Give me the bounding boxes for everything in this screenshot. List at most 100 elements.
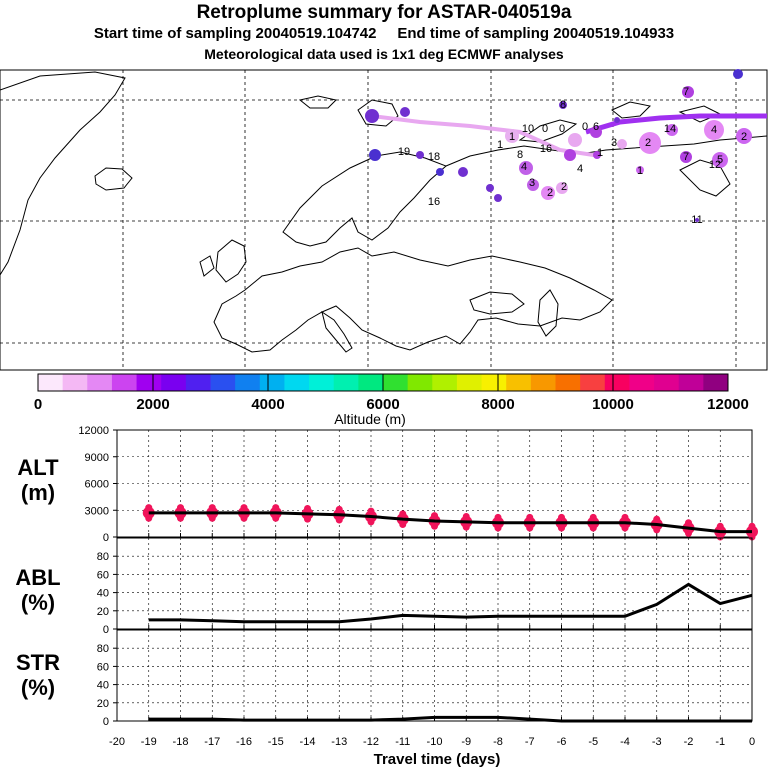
x-tick-label: -18 (173, 736, 189, 748)
plume-circle (416, 151, 424, 159)
plume-label: 7 (683, 86, 689, 98)
abl-y-tick-label: 60 (97, 569, 109, 581)
x-tick-label: -6 (557, 736, 567, 748)
plume-circle (680, 151, 692, 163)
plume-label: 1 (637, 165, 643, 177)
colorbar-swatch (530, 374, 556, 391)
plume-label: 0 (559, 123, 565, 135)
x-axis-title: Travel time (days) (374, 751, 501, 768)
plume-label: 4 (521, 161, 527, 173)
plume-circle (519, 161, 533, 175)
plume-circle (369, 149, 381, 161)
alt-data-point (526, 513, 534, 521)
alt-data-point (748, 522, 756, 530)
map-frame (0, 69, 768, 371)
abl-y-tick-label: 20 (97, 606, 109, 618)
x-tick-label: -14 (300, 736, 316, 748)
colorbar-swatch (87, 374, 113, 391)
iceland-coast (94, 167, 133, 191)
colorbar-swatch (284, 374, 310, 391)
colorbar-swatch (259, 374, 285, 391)
colorbar-swatch (210, 374, 236, 391)
colorbar-swatch (38, 374, 64, 391)
colorbar-tick-label: 4000 (251, 396, 284, 413)
alt-data-point (494, 513, 502, 521)
colorbar-swatch (481, 374, 507, 391)
abl-panel: 0 20 40 60 80 (97, 537, 753, 636)
x-tick-label: -17 (204, 736, 220, 748)
x-tick-label: -10 (427, 736, 443, 748)
x-tick-label: -4 (620, 736, 630, 748)
plume-circle (568, 133, 582, 147)
plume-label: 12 (709, 159, 721, 171)
alt-data-point (716, 522, 724, 530)
colorbar-title: Altitude (m) (334, 411, 406, 427)
plume-circle (695, 218, 699, 222)
plume-circle (682, 86, 694, 98)
plume-label: 6 (593, 121, 599, 133)
colorbar-swatch (580, 374, 606, 391)
meteorological-note: Meteorological data used is 1x1 deg ECMW… (204, 46, 564, 62)
colorbar-tick-label: 12000 (707, 396, 749, 413)
abl-y-tick-label: 0 (103, 624, 109, 636)
colorbar-tick-label: 8000 (481, 396, 514, 413)
plume-circle (556, 182, 568, 194)
colorbar-swatch (62, 374, 88, 391)
plume-circle (590, 126, 602, 138)
str-y-tick-label: 40 (97, 680, 109, 692)
alt-y-tick-label: 6000 (85, 479, 109, 491)
plume-label: 1 (497, 139, 503, 151)
colorbar-swatch (309, 374, 335, 391)
x-tick-label: -3 (652, 736, 662, 748)
plume-circle (559, 101, 567, 109)
plume-label: 7 (683, 151, 689, 163)
colorbar-swatch (407, 374, 433, 391)
plume-label: 1 (509, 131, 515, 143)
x-tick-label: -19 (141, 736, 157, 748)
colorbar-ticks: 0 2000 4000 6000 8000 10000 12000 (34, 374, 749, 413)
plume-circle (614, 117, 620, 123)
alt-label: ALT (17, 455, 59, 480)
colorbar-swatch (235, 374, 261, 391)
colorbar-swatch (456, 374, 483, 391)
str-y-tick-label: 60 (97, 661, 109, 673)
alt-data-point (335, 505, 343, 513)
plume-label: 19 (398, 146, 410, 158)
x-tick-label: -12 (363, 736, 379, 748)
plume-label: 4 (711, 124, 717, 136)
colorbar-swatch (703, 374, 729, 391)
alt-panel: 0 3000 6000 9000 12000 (78, 425, 758, 544)
x-tick-label: 0 (749, 736, 755, 748)
end-time-label: End time of sampling 20040519.104933 (397, 25, 675, 42)
plume-circle (564, 149, 576, 161)
kamchatka-coast (679, 159, 731, 197)
plume-label: 18 (428, 151, 440, 163)
x-tick-label: -11 (395, 736, 410, 748)
str-series-line (148, 715, 752, 723)
plume-circle (505, 129, 519, 143)
abl-series-line (148, 582, 753, 624)
colorbar-swatch (506, 374, 532, 391)
alt-data-point (208, 504, 216, 512)
colorbar-tick-label: 2000 (136, 396, 169, 413)
str-unit-label: (%) (21, 675, 55, 700)
plume-label: 5 (717, 154, 723, 166)
colorbar-swatch (654, 374, 680, 391)
alt-data-point (272, 504, 280, 512)
coastlines (0, 71, 768, 353)
plume-label: 1 (597, 147, 603, 159)
retroplume-circles (365, 69, 752, 222)
x-tick-label: -5 (588, 736, 598, 748)
alt-y-tick-label: 9000 (85, 452, 109, 464)
plume-label: 10 (522, 123, 534, 135)
alt-y-tick-label: 12000 (78, 425, 109, 437)
abl-label: ABL (15, 565, 60, 590)
plume-circle (593, 151, 601, 159)
alt-data-point (621, 513, 629, 521)
abl-y-tick-label: 40 (97, 588, 109, 600)
x-tick-label: -13 (331, 736, 347, 748)
plume-label: 8 (560, 99, 566, 111)
plume-label: 3 (529, 177, 535, 189)
